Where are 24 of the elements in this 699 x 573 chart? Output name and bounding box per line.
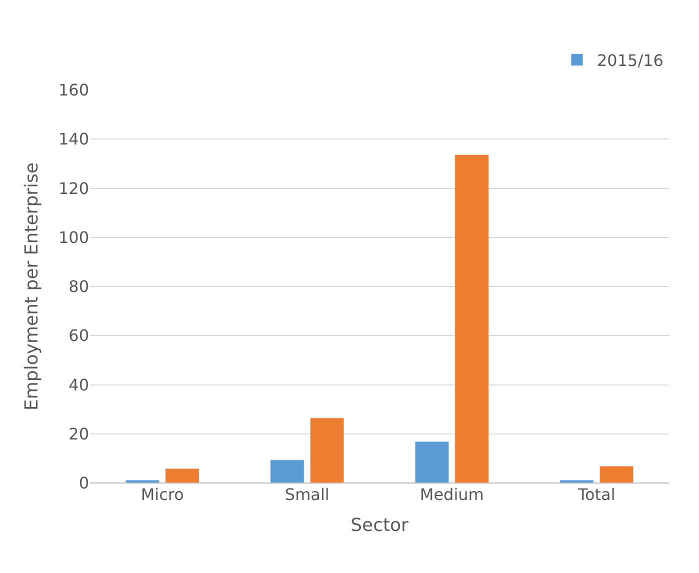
x-tick-label: Total	[576, 485, 616, 504]
bar	[599, 466, 634, 483]
y-tick-label: 140	[58, 130, 89, 149]
y-axis-title: Employment per Enterprise	[22, 162, 43, 411]
y-tick-label: 100	[58, 228, 89, 247]
bar	[310, 418, 344, 483]
x-tick-label: Medium	[420, 485, 484, 504]
y-tick-label: 0	[78, 474, 89, 493]
bar	[454, 154, 489, 483]
bar	[560, 480, 594, 483]
y-tick-label: 20	[68, 424, 89, 444]
bar	[165, 468, 200, 483]
y-tick-label: 80	[68, 277, 89, 296]
x-axis-title: Sector	[350, 515, 410, 536]
legend-label: 2015/16	[597, 50, 664, 70]
x-tick-label: Micro	[140, 485, 184, 504]
y-tick-label: 40	[68, 375, 89, 394]
y-tick-label: 160	[58, 80, 89, 100]
bar	[125, 480, 160, 483]
y-tick-label: 120	[58, 178, 89, 198]
x-tick-label: Small	[284, 485, 330, 504]
y-tick-label: 60	[68, 326, 89, 346]
bar	[270, 460, 304, 483]
bar	[414, 441, 450, 483]
